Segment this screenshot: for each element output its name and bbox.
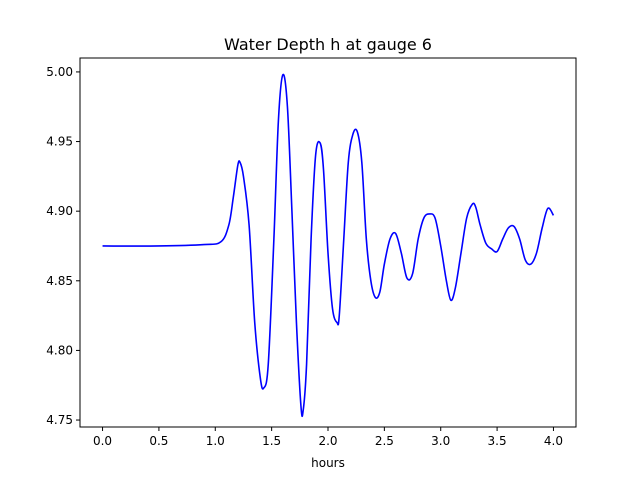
x-tick-label: 3.0 <box>431 434 450 448</box>
x-axis: 0.0 0.5 1.0 1.5 2.0 2.5 3.0 3.5 4.0 <box>93 427 563 448</box>
x-tick-label: 0.5 <box>149 434 168 448</box>
y-tick-label: 4.75 <box>46 413 73 427</box>
y-tick-label: 4.95 <box>46 135 73 149</box>
chart-title: Water Depth h at gauge 6 <box>224 35 432 54</box>
x-tick-label: 3.5 <box>488 434 507 448</box>
x-tick-label: 0.0 <box>93 434 112 448</box>
x-tick-label: 1.0 <box>206 434 225 448</box>
x-tick-label: 2.0 <box>318 434 337 448</box>
x-tick-label: 4.0 <box>544 434 563 448</box>
y-tick-label: 5.00 <box>46 65 73 79</box>
y-tick-label: 4.85 <box>46 274 73 288</box>
y-axis: 4.75 4.80 4.85 4.90 4.95 5.00 <box>46 65 80 427</box>
x-tick-label: 2.5 <box>375 434 394 448</box>
water-depth-line <box>102 73 555 418</box>
y-tick-label: 4.80 <box>46 343 73 357</box>
y-tick-label: 4.90 <box>46 204 73 218</box>
x-axis-label: hours <box>311 456 345 470</box>
x-tick-label: 1.5 <box>262 434 281 448</box>
